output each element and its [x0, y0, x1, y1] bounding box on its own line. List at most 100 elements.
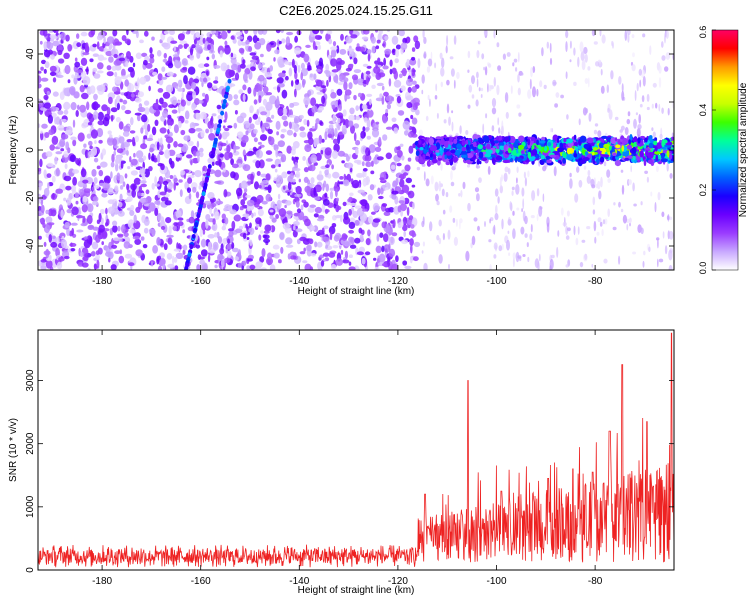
spectrogram-streak-cell [220, 110, 225, 116]
spectrogram-cell [274, 49, 280, 55]
spectrogram-cell [633, 141, 638, 147]
spectrogram-cell [238, 89, 244, 94]
spectrogram-cell [199, 151, 204, 158]
spectrogram-cell [199, 229, 203, 237]
spectrogram-cell [213, 80, 219, 84]
spectrogram-cell [452, 217, 456, 223]
spectrogram-cell [133, 152, 136, 158]
spectrogram-cell [466, 153, 473, 159]
spectrogram-cell [168, 157, 173, 165]
spectrogram-cell [427, 58, 433, 67]
spectrogram-cell [293, 168, 301, 172]
spectrogram-cell [293, 221, 300, 226]
spectrogram-cell [106, 71, 114, 77]
spectrogram-cell [278, 83, 285, 88]
spectrogram-cell [324, 147, 332, 156]
spectrogram-cell [228, 228, 234, 232]
spectrogram-cell [362, 168, 368, 172]
spectrogram-streak-cell [210, 153, 215, 159]
spectrogram-cell [89, 58, 94, 63]
spectrogram-cell [402, 224, 408, 232]
spectrogram-cell [658, 77, 662, 88]
spectrogram-cell [436, 200, 440, 206]
spectrogram-cell [379, 177, 385, 181]
spectrogram-cell [83, 239, 91, 249]
spectrogram-cell [555, 92, 560, 98]
spectrogram-cell [318, 134, 323, 144]
spectrogram-cell [246, 199, 255, 207]
spectrogram-cell [498, 245, 503, 252]
spectrogram-cell [375, 245, 382, 254]
spectrogram-cell [471, 94, 475, 99]
spectrogram-cell [150, 261, 154, 267]
spectrogram-cell [242, 93, 246, 102]
spectrogram-cell [38, 167, 42, 172]
spectrogram-cell [48, 49, 53, 55]
spectrogram-cell [230, 52, 234, 58]
spectrogram-cell [345, 67, 352, 72]
spectrogram-cell [176, 100, 182, 104]
spectrogram-cell [384, 48, 392, 55]
spectrogram-cell [135, 249, 143, 257]
spectrogram-cell [299, 114, 304, 120]
spectrogram-cell [529, 78, 532, 90]
spectrogram-cell [440, 81, 443, 88]
spectrogram-cell [170, 40, 178, 44]
spectrogram-cell [254, 42, 262, 50]
spectrogram-cell [234, 72, 240, 81]
spectrogram-cell [43, 102, 52, 109]
spectrogram-cell [225, 69, 233, 79]
spectrogram-cell [382, 263, 387, 267]
spectrogram-cell [224, 151, 231, 161]
spectrogram-cell [212, 241, 219, 251]
spectrogram-cell [593, 220, 597, 232]
spectrogram-cell [618, 76, 622, 85]
spectrogram-cell [221, 213, 226, 220]
spectrogram-cell [40, 265, 47, 270]
spectrogram-cell [230, 171, 236, 179]
spectrogram-cell [209, 33, 213, 38]
spectrogram-cell [438, 219, 442, 227]
spectrogram-cell [96, 70, 104, 74]
spectrogram-cell [516, 166, 519, 173]
spectrogram-cell [632, 52, 635, 58]
spectrogram-cell [159, 97, 164, 105]
spectrogram-cell [156, 50, 162, 57]
spectrogram-cell [512, 252, 516, 259]
spectrogram-cell [137, 77, 140, 87]
spectrogram-cell [351, 179, 360, 189]
spectrogram-cell [255, 217, 262, 225]
spectrogram-cell [110, 264, 117, 270]
spectrogram-cell [586, 175, 591, 184]
spectrogram-cell [66, 209, 73, 214]
spectrogram-cell [76, 33, 80, 39]
spectrogram-cell [402, 120, 410, 130]
spectrogram-cell [307, 137, 314, 146]
spectrogram-cell [429, 98, 431, 108]
spectrogram-cell [549, 128, 554, 133]
spectrogram-cell [310, 97, 317, 106]
spectrogram-cell [134, 238, 142, 245]
spectrogram-cell [651, 103, 654, 109]
spectrogram-cell [309, 164, 316, 172]
spectrogram-cell [110, 171, 113, 179]
spectrogram-cell [530, 156, 536, 160]
spectrogram-cell [348, 82, 353, 90]
spectrogram-cell [573, 225, 576, 236]
spectrogram-streak-cell [222, 99, 227, 104]
spectrogram-cell [581, 239, 586, 243]
spectrogram-cell [124, 253, 133, 259]
spectrogram-cell [165, 136, 174, 144]
spectrogram-cell [521, 150, 524, 154]
spectrogram-cell [384, 187, 389, 191]
spectrogram-cell [126, 139, 133, 143]
spectrogram-cell [426, 66, 431, 73]
spectrogram-cell [395, 177, 399, 186]
spectrogram-cell [588, 77, 590, 88]
spectrogram-cell [445, 151, 452, 156]
spectrogram-cell [592, 196, 596, 206]
spectrogram-cell [159, 127, 167, 134]
spectrogram-cell [97, 111, 105, 121]
spectrogram-cell [130, 93, 135, 98]
